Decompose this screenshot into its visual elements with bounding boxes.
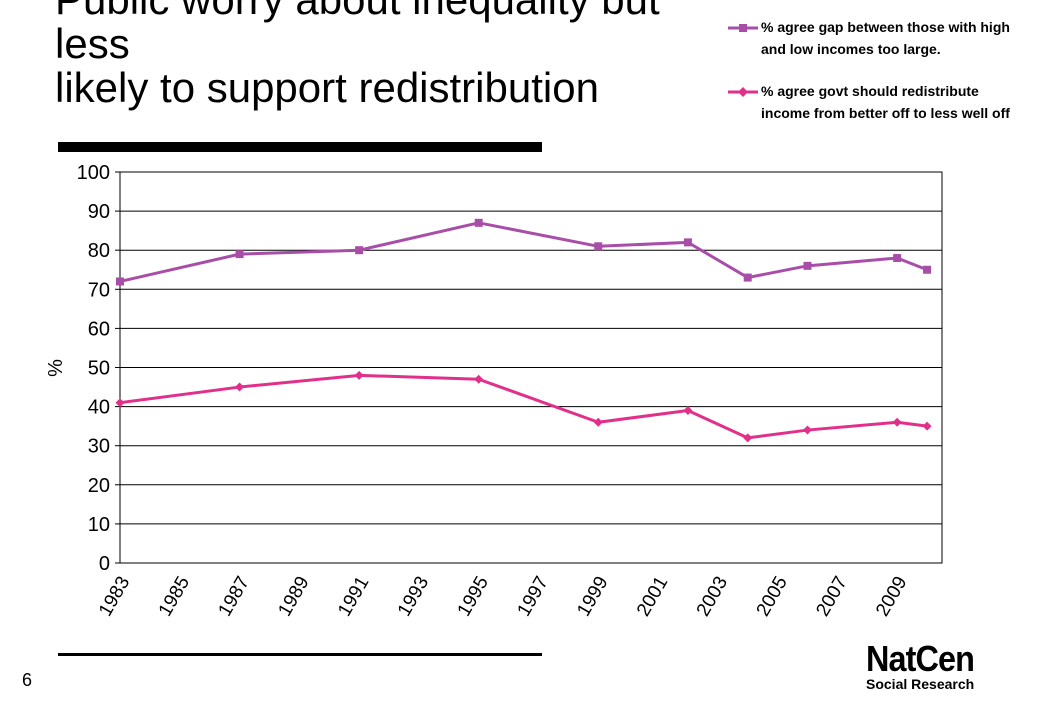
data-point [474, 218, 483, 227]
y-tick-label: 90 [88, 201, 110, 223]
y-tick-label: 20 [88, 475, 110, 497]
legend-swatch-gap [728, 24, 758, 32]
x-tick-label: 2007 [812, 573, 851, 620]
title-line: likely to support redistribution [55, 64, 599, 111]
legend-item-redistribute: % agree govt should redistribute income … [728, 78, 1028, 142]
x-tick-label: 1999 [573, 573, 612, 620]
data-point [743, 433, 753, 443]
y-tick-label: 50 [88, 358, 110, 380]
data-point [235, 250, 244, 259]
x-tick-label: 2005 [753, 573, 792, 620]
legend-label-redistribute: % agree govt should redistribute income … [761, 83, 1010, 121]
x-tick-label: 2009 [872, 573, 911, 620]
data-point [922, 421, 932, 431]
data-point [892, 417, 902, 427]
title-line: less [55, 20, 130, 67]
series-line-2 [119, 373, 928, 440]
data-point [355, 246, 364, 255]
data-point [116, 277, 124, 286]
legend-swatch-redistribute [728, 87, 758, 97]
page-number: 6 [22, 670, 33, 690]
x-tick-label: 1995 [454, 573, 493, 620]
data-point [593, 417, 603, 427]
x-tick-label: 1997 [513, 573, 552, 620]
title-underline [58, 142, 542, 152]
data-point [474, 374, 484, 384]
data-point [683, 238, 692, 247]
legend-label-gap: % agree gap between those with high and … [761, 19, 1010, 57]
title-line: Public worry about inequality but [55, 0, 715, 22]
y-tick-label: 30 [88, 436, 110, 458]
logo-subtitle: Social Research [866, 676, 975, 692]
data-point [115, 398, 125, 408]
y-tick-label: 60 [88, 318, 110, 340]
data-point [235, 382, 245, 392]
x-tick-label: 1987 [215, 573, 254, 620]
y-axis-label: % [45, 359, 67, 377]
natcen-logo: NatCen Social Research [866, 638, 986, 693]
x-tick-label: 2001 [633, 573, 672, 620]
data-point [893, 254, 902, 263]
x-tick-label: 1991 [334, 573, 373, 620]
data-point [683, 406, 693, 416]
x-tick-label: 1993 [394, 573, 433, 620]
x-tick-label: 2003 [693, 573, 732, 620]
series-line-1 [119, 221, 928, 283]
page-title: Public worry about inequality but less l… [55, 0, 715, 110]
logo-name: NatCen [866, 638, 975, 679]
x-tick-label: 1983 [95, 573, 134, 620]
footer-rule [58, 653, 542, 656]
legend-item-gap: % agree gap between those with high and … [728, 14, 1028, 78]
y-tick-label: 10 [88, 514, 110, 536]
data-point [594, 242, 603, 251]
y-tick-label: 40 [88, 397, 110, 419]
y-tick-label: 80 [88, 240, 110, 262]
data-point [923, 265, 932, 274]
y-tick-label: 0 [99, 553, 110, 575]
x-tick-label: 1985 [155, 573, 194, 620]
y-tick-label: 100 [77, 162, 110, 184]
data-point [354, 370, 364, 380]
data-point [743, 273, 752, 282]
data-point [802, 425, 812, 435]
y-tick-label: 70 [88, 279, 110, 301]
chart-legend: % agree gap between those with high and … [728, 14, 1028, 142]
data-point [803, 261, 812, 270]
x-tick-label: 1989 [274, 573, 313, 620]
